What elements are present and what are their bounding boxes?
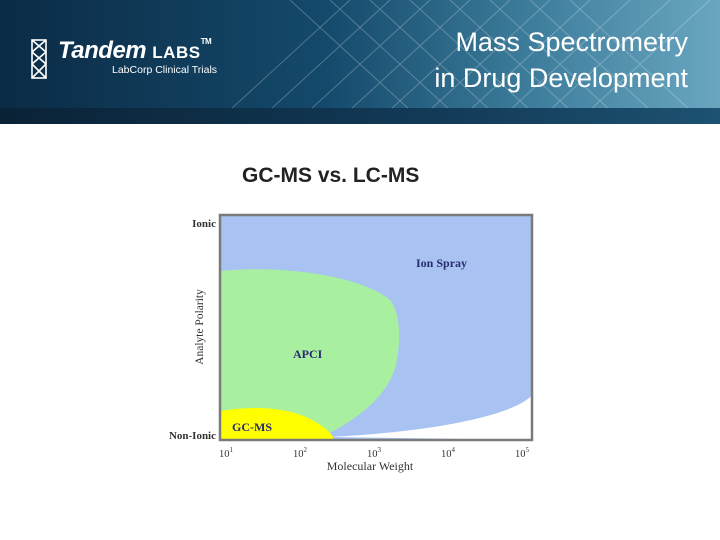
logo-subtitle: LabCorp Clinical Trials	[112, 64, 218, 76]
x-tick-label: 105	[515, 446, 530, 460]
slide-title-line-2: in Drug Development	[434, 63, 688, 93]
x-tick-label: 103	[367, 446, 382, 460]
label-gc-ms: GC-MS	[232, 420, 272, 434]
white-corner	[330, 395, 532, 440]
decorative-lines	[230, 0, 711, 110]
x-axis-label: Molecular Weight	[327, 459, 414, 473]
header-bottom-bar	[0, 108, 720, 124]
x-tick-label: 104	[441, 446, 456, 460]
logo-wordmark: Tandem LABSTM	[58, 37, 212, 65]
slide-title: Mass Spectrometry in Drug Development	[328, 24, 688, 96]
slide-title-line-1: Mass Spectrometry	[455, 27, 688, 57]
logo-labs: LABS	[152, 43, 201, 62]
region-apci	[220, 269, 400, 440]
label-ion-spray: Ion Spray	[416, 256, 467, 270]
plot-border	[218, 213, 534, 442]
logo-trademark: TM	[200, 37, 212, 46]
y-axis-label: Analyte Polarity	[194, 289, 206, 365]
diagram-title: GC-MS vs. LC-MS	[242, 164, 420, 187]
label-apci: APCI	[293, 347, 323, 361]
y-top-label: Ionic	[192, 218, 216, 230]
y-bottom-label: Non-Ionic	[169, 430, 216, 442]
x-ticks: 101 102 103 104 105	[219, 446, 530, 460]
x-tick-label: 101	[219, 446, 234, 460]
ionization-diagram: Ion Spray APCI GC-MS Ionic Non-Ionic Ana…	[169, 213, 534, 473]
header-banner: Tandem LABSTM LabCorp Clinical Trials Ma…	[0, 0, 720, 110]
x-tick-label: 102	[293, 446, 308, 460]
region-gc-ms	[220, 408, 334, 440]
tandem-labs-logo-icon	[31, 39, 47, 79]
logo-main: Tandem	[58, 37, 147, 64]
